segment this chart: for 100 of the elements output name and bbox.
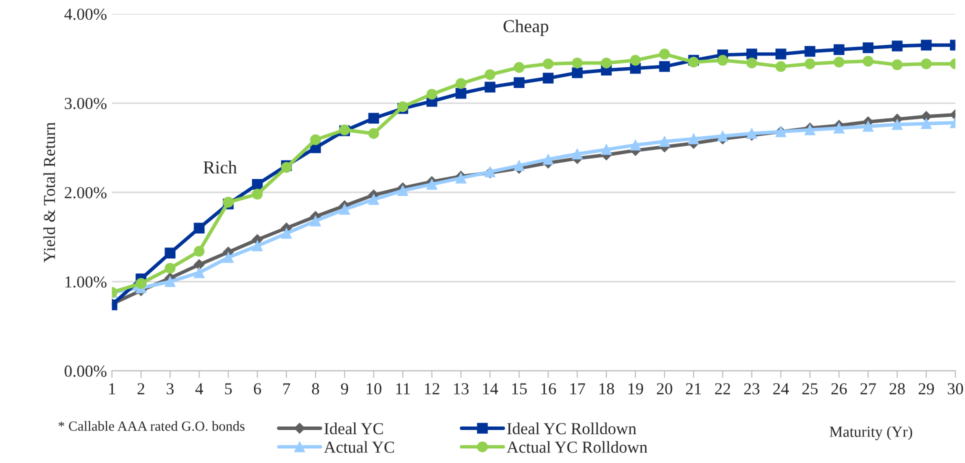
point [572, 58, 583, 68]
point [804, 46, 816, 57]
point [368, 128, 380, 139]
point [834, 56, 844, 68]
point [920, 118, 932, 130]
point [892, 40, 903, 52]
point [222, 252, 234, 263]
point [659, 48, 670, 60]
point [397, 185, 408, 196]
point [542, 72, 554, 84]
x-tick-label: 20 [656, 383, 672, 394]
legend-label: Actual YC Rolldown [506, 441, 648, 453]
annotation: Rich [203, 160, 237, 174]
x-tick-label: 25 [802, 383, 818, 394]
point [542, 154, 554, 165]
point [659, 136, 670, 147]
point [194, 259, 205, 270]
point [572, 67, 583, 78]
point [746, 48, 758, 60]
point [834, 44, 844, 55]
point [339, 204, 350, 215]
point [600, 58, 612, 68]
point [252, 240, 263, 252]
x-tick-label: 22 [715, 383, 730, 394]
x-tick-label: 28 [890, 383, 905, 394]
point [456, 88, 466, 99]
x-tick-label: 10 [366, 383, 382, 394]
x-tick-label: 11 [396, 383, 410, 394]
x-tick-label: 17 [570, 383, 586, 394]
x-axis-title: Maturity (Yr) [830, 426, 912, 440]
point [310, 134, 321, 146]
x-tick-label: 2 [138, 383, 144, 394]
point [368, 112, 380, 124]
point [164, 276, 176, 287]
x-tick-label: 14 [483, 383, 498, 394]
x-tick-label: 1 [109, 383, 116, 394]
point [194, 267, 205, 278]
point [600, 144, 612, 155]
x-tick-label: 26 [831, 383, 847, 394]
x-tick-label: 12 [424, 383, 440, 394]
legend-label: Ideal YC [324, 422, 383, 434]
point [572, 148, 583, 160]
y-tick-label: 3.00% [64, 98, 107, 110]
point [920, 58, 932, 70]
point [630, 54, 641, 66]
point [862, 56, 874, 67]
point [281, 228, 292, 239]
point [892, 119, 903, 130]
legend-label: Ideal YC Rolldown [507, 422, 636, 434]
point [164, 262, 176, 274]
point [310, 216, 321, 226]
x-tick-label: 6 [254, 383, 262, 394]
point [717, 54, 728, 66]
x-tick-label: 4 [195, 383, 204, 394]
point [542, 58, 554, 70]
point [834, 122, 844, 134]
point [164, 248, 176, 258]
point [630, 140, 641, 150]
x-tick-label: 8 [312, 383, 320, 394]
x-tick-label: 30 [948, 383, 964, 394]
y-axis-title: Yield & Total Return [43, 122, 56, 263]
legend-label: Actual YC [324, 441, 394, 453]
x-tick-label: 9 [340, 383, 348, 394]
point [194, 222, 205, 234]
point [426, 178, 438, 190]
point [136, 278, 146, 289]
point [194, 246, 205, 257]
x-tick-label: 24 [773, 383, 789, 394]
x-tick-label: 3 [166, 383, 174, 394]
point [514, 77, 524, 88]
y-tick-label: 2.00% [64, 187, 107, 198]
point [484, 69, 496, 80]
x-tick-label: 21 [686, 383, 701, 394]
y-tick-label: 0.00% [64, 366, 107, 377]
point [775, 48, 786, 60]
text: * Callable AAA rated G.O. bonds [58, 421, 244, 431]
x-tick-label: 15 [512, 383, 527, 394]
x-tick-label: 19 [628, 383, 644, 394]
y-tick-label: 4.00% [64, 8, 107, 20]
x-tick-label: 13 [454, 383, 469, 394]
x-tick-label: 23 [744, 383, 760, 394]
point [688, 133, 699, 144]
point [659, 61, 670, 72]
point [456, 78, 466, 89]
x-tick-label: 5 [225, 383, 232, 394]
point [252, 178, 263, 190]
point [484, 82, 496, 92]
point [775, 61, 786, 72]
point [804, 58, 816, 70]
point [862, 120, 874, 132]
point [514, 62, 524, 73]
x-tick-label: 18 [599, 383, 614, 394]
point [920, 40, 932, 51]
point [862, 42, 874, 54]
x-tick-label: 16 [541, 383, 556, 394]
x-tick-label: 7 [283, 383, 290, 394]
point [514, 160, 524, 171]
point [252, 188, 263, 200]
y-tick-label: 1.00% [65, 276, 107, 288]
point [892, 59, 903, 70]
